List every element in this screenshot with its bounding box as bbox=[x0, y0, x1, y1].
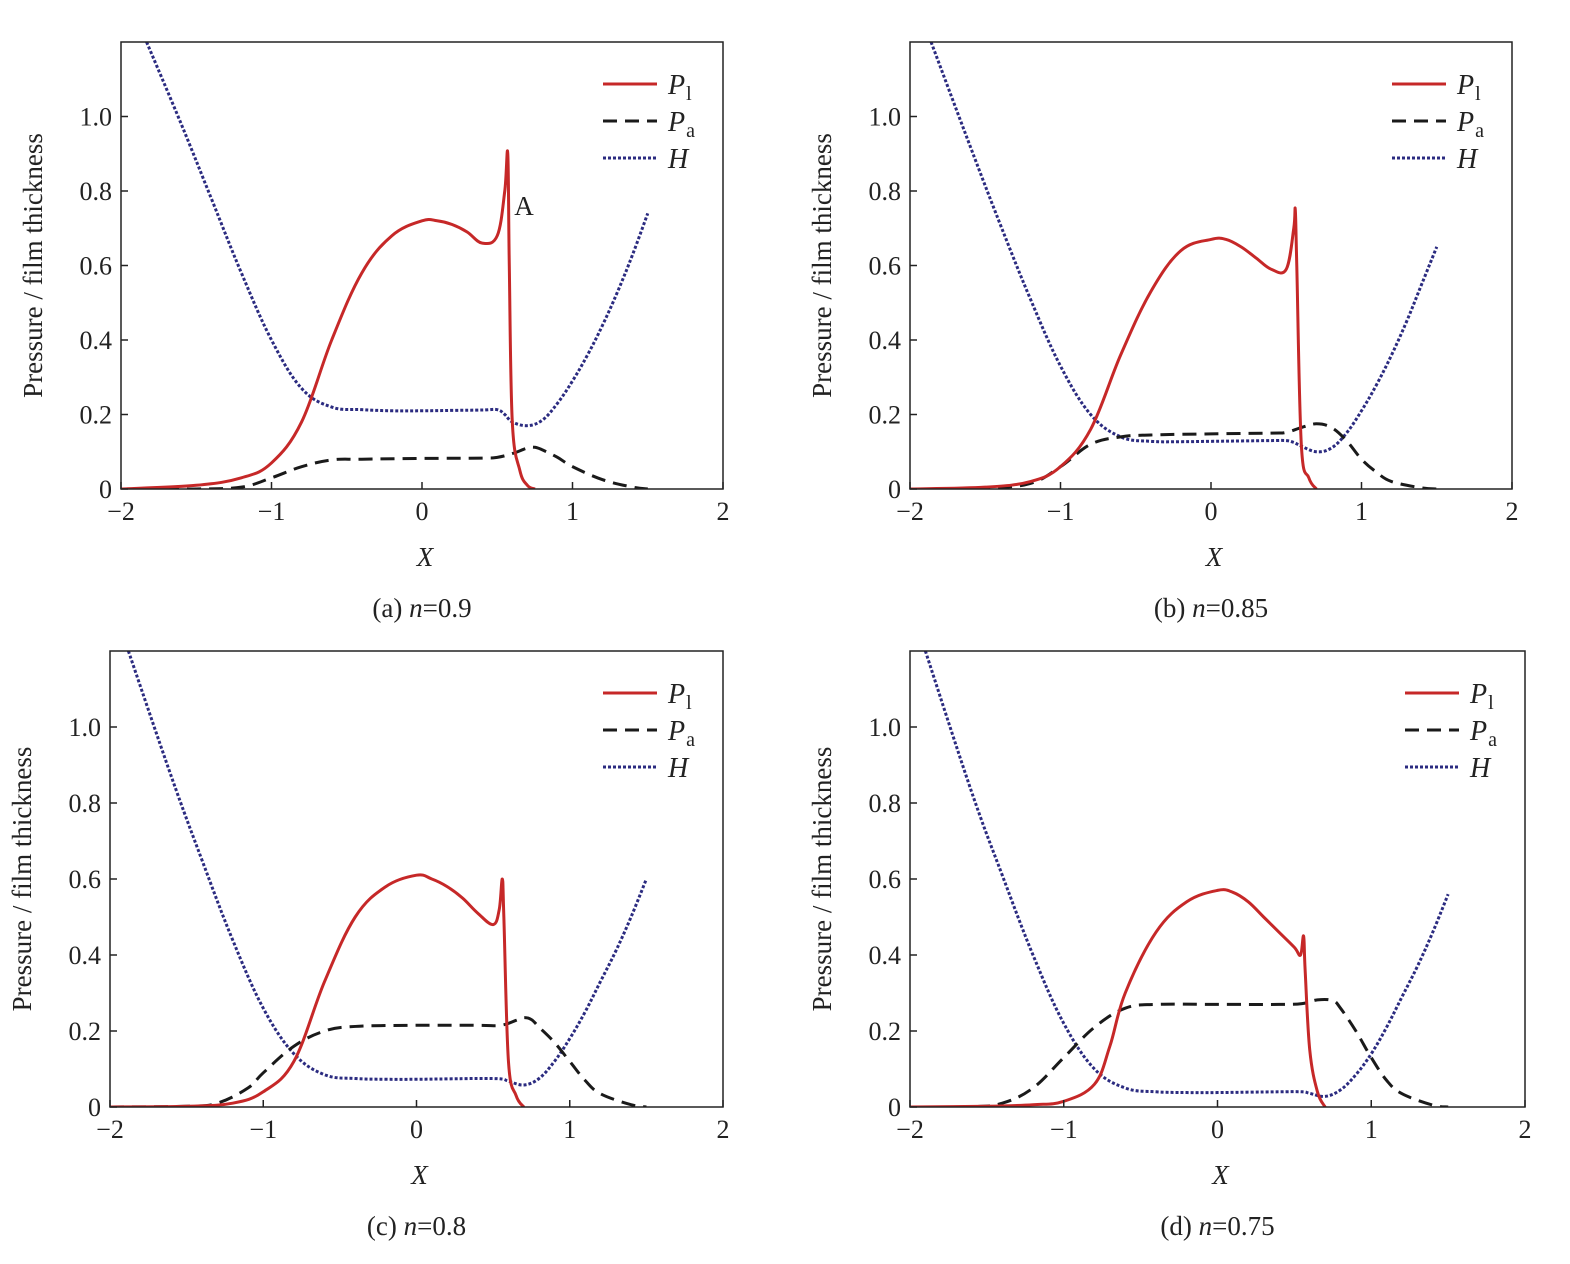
series-line-pl bbox=[910, 888, 1327, 1107]
x-tick-label: 1 bbox=[1365, 1115, 1378, 1144]
y-axis-title: Pressure / film thickness bbox=[807, 133, 837, 398]
x-axis-title: X bbox=[1205, 542, 1224, 572]
legend-label-h: H bbox=[667, 753, 690, 784]
series-line-pl bbox=[910, 206, 1318, 489]
series-line-h bbox=[145, 42, 650, 428]
plot-area bbox=[910, 42, 1439, 489]
y-tick-label: 0.8 bbox=[69, 789, 102, 818]
y-tick-label: 0 bbox=[888, 1093, 901, 1122]
x-tick-label: 0 bbox=[410, 1115, 423, 1144]
series-line-pa bbox=[121, 445, 648, 489]
y-tick-label: 0.6 bbox=[69, 865, 102, 894]
series-line-pl bbox=[110, 873, 526, 1107]
x-tick-label: 1 bbox=[566, 497, 579, 526]
chart-panel-3: −2 −1 0 1 2 0 0.2 0.4 0.6 0.8 1.0 X Pressure / film … bbox=[7, 650, 730, 1241]
plot-area bbox=[910, 651, 1450, 1107]
y-tick-label: 0.2 bbox=[69, 1017, 102, 1046]
x-axis-title: X bbox=[410, 1160, 429, 1190]
y-tick-label: 1.0 bbox=[80, 103, 113, 132]
y-tick-label: 0.4 bbox=[80, 326, 113, 355]
y-axis-title: Pressure / film thickness bbox=[807, 747, 837, 1012]
y-tick-label: 1.0 bbox=[69, 713, 102, 742]
x-tick-label: 1 bbox=[1355, 497, 1368, 526]
x-tick-label: −2 bbox=[107, 497, 135, 526]
plot-area bbox=[110, 651, 648, 1107]
y-tick-label: 0.8 bbox=[869, 789, 902, 818]
legend-label-h: H bbox=[667, 144, 690, 175]
x-tick-label: −2 bbox=[896, 497, 924, 526]
x-tick-label: 1 bbox=[563, 1115, 576, 1144]
y-tick-label: 0.6 bbox=[80, 252, 113, 281]
plot-frame bbox=[120, 41, 724, 490]
legend-label-pa: Pa bbox=[667, 716, 695, 751]
y-tick-label: 0 bbox=[88, 1093, 101, 1122]
x-tick-label: −1 bbox=[249, 1115, 277, 1144]
series-line-pa bbox=[110, 1016, 647, 1107]
legend-label-pa: Pa bbox=[1469, 716, 1497, 751]
x-tick-label: −1 bbox=[1047, 497, 1075, 526]
y-axis-title: Pressure / film thickness bbox=[18, 133, 48, 398]
x-tick-label: 0 bbox=[1205, 497, 1218, 526]
y-tick-label: 0.2 bbox=[80, 401, 113, 430]
legend-label-pl: Pl bbox=[1469, 679, 1494, 714]
legend-label-pl: Pl bbox=[667, 70, 692, 105]
y-tick-label: 0 bbox=[99, 475, 112, 504]
x-tick-label: 0 bbox=[1211, 1115, 1224, 1144]
y-tick-label: 0.8 bbox=[869, 177, 902, 206]
x-tick-label: 0 bbox=[416, 497, 429, 526]
panel-caption: (b) n=0.85 bbox=[1154, 593, 1268, 623]
x-tick-label: 2 bbox=[717, 1115, 730, 1144]
series-line-pl bbox=[121, 149, 536, 489]
x-tick-label: 2 bbox=[1519, 1115, 1532, 1144]
legend-label-h: H bbox=[1456, 144, 1479, 175]
x-tick-label: −1 bbox=[1050, 1115, 1078, 1144]
x-axis-title: X bbox=[416, 542, 435, 572]
x-tick-label: −2 bbox=[896, 1115, 924, 1144]
x-axis-title: X bbox=[1211, 1160, 1230, 1190]
chart-panel-2: −2 −1 0 1 2 0 0.2 0.4 0.6 0.8 1.0 X Pressure / film … bbox=[807, 41, 1519, 623]
panel-caption: (a) n=0.9 bbox=[372, 593, 471, 623]
annotation-label: A bbox=[514, 191, 534, 221]
y-tick-label: 0.4 bbox=[869, 326, 902, 355]
x-tick-label: −1 bbox=[258, 497, 286, 526]
legend-label-pa: Pa bbox=[1456, 107, 1484, 142]
plot-area bbox=[121, 42, 650, 489]
chart-panel-4: −2 −1 0 1 2 0 0.2 0.4 0.6 0.8 1.0 X Pressure / film … bbox=[807, 650, 1532, 1241]
y-tick-label: 0.2 bbox=[869, 1017, 902, 1046]
y-tick-label: 0.4 bbox=[869, 941, 902, 970]
panel-caption: (c) n=0.8 bbox=[367, 1211, 466, 1241]
plot-frame bbox=[909, 41, 1513, 490]
y-tick-label: 0.6 bbox=[869, 865, 902, 894]
series-line-pa bbox=[910, 422, 1437, 489]
legend-label-pl: Pl bbox=[1456, 70, 1481, 105]
x-tick-label: 2 bbox=[717, 497, 730, 526]
y-tick-label: 0.6 bbox=[869, 252, 902, 281]
x-tick-label: −2 bbox=[96, 1115, 124, 1144]
legend-label-h: H bbox=[1469, 753, 1492, 784]
y-tick-label: 0.8 bbox=[80, 177, 113, 206]
y-tick-label: 1.0 bbox=[869, 103, 902, 132]
panel-caption: (d) n=0.75 bbox=[1160, 1211, 1274, 1241]
legend-label-pl: Pl bbox=[667, 679, 692, 714]
plot-frame bbox=[109, 650, 724, 1108]
legend-label-pa: Pa bbox=[667, 107, 695, 142]
y-axis-title: Pressure / film thickness bbox=[7, 747, 37, 1012]
y-tick-label: 1.0 bbox=[869, 713, 902, 742]
y-tick-label: 0 bbox=[888, 475, 901, 504]
x-tick-label: 2 bbox=[1506, 497, 1519, 526]
chart-panel-1: −2 −1 0 1 2 0 0.2 0.4 0.6 0.8 1.0 X Pressure / film … bbox=[18, 41, 730, 623]
y-tick-label: 0.4 bbox=[69, 941, 102, 970]
series-line-pa bbox=[910, 997, 1449, 1107]
series-line-h bbox=[923, 651, 1450, 1098]
y-tick-label: 0.2 bbox=[869, 401, 902, 430]
series-line-h bbox=[126, 651, 648, 1087]
series-line-h bbox=[929, 42, 1439, 454]
